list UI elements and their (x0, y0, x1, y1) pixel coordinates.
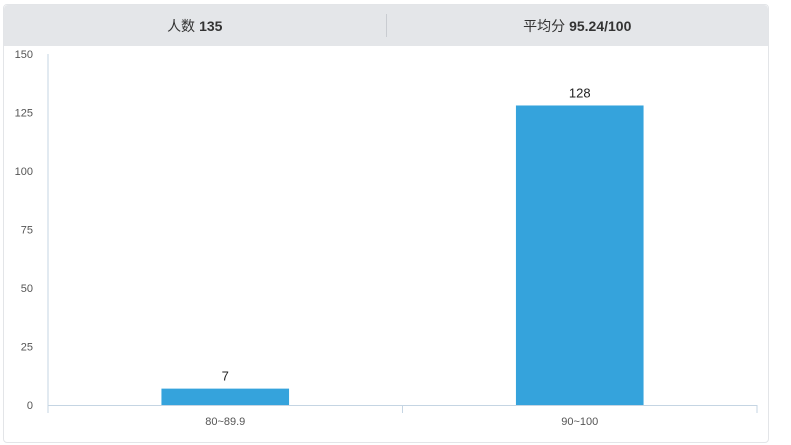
stats-header: 人数 135 平均分 95.24/100 (4, 5, 768, 46)
y-tick-label: 50 (21, 283, 33, 295)
bar-value-label: 7 (222, 369, 229, 384)
x-tick-label: 80~89.9 (205, 416, 245, 428)
average-score-value: 95.24/100 (569, 17, 632, 34)
y-tick-label: 100 (15, 166, 33, 178)
average-score-label: 平均分 (523, 17, 566, 34)
student-count-label: 人数 (167, 17, 196, 34)
average-score-stat: 平均分 95.24/100 (385, 14, 769, 37)
y-tick-label: 25 (21, 342, 33, 354)
bar-1 (161, 388, 290, 405)
y-tick-label: 0 (27, 400, 33, 412)
y-tick-label: 150 (15, 49, 33, 61)
y-tick-label: 75 (21, 225, 33, 237)
x-tick-label: 90~100 (561, 416, 598, 428)
student-count-stat: 人数 135 (4, 5, 386, 46)
y-tick-label: 125 (15, 108, 33, 120)
bar-value-label: 128 (569, 85, 591, 100)
bar-2 (515, 105, 644, 405)
student-count-value: 135 (199, 17, 223, 34)
